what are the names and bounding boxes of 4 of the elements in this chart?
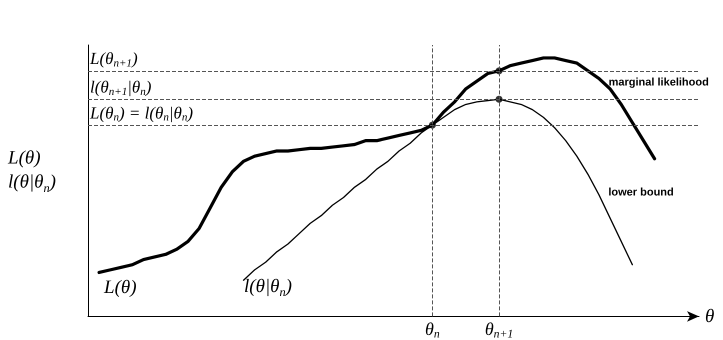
annotation: L(θ) (103, 277, 137, 298)
x-axis-title: θ (705, 306, 714, 327)
series-label: marginal likelihood (608, 76, 709, 89)
series-label: lower bound (608, 186, 674, 199)
